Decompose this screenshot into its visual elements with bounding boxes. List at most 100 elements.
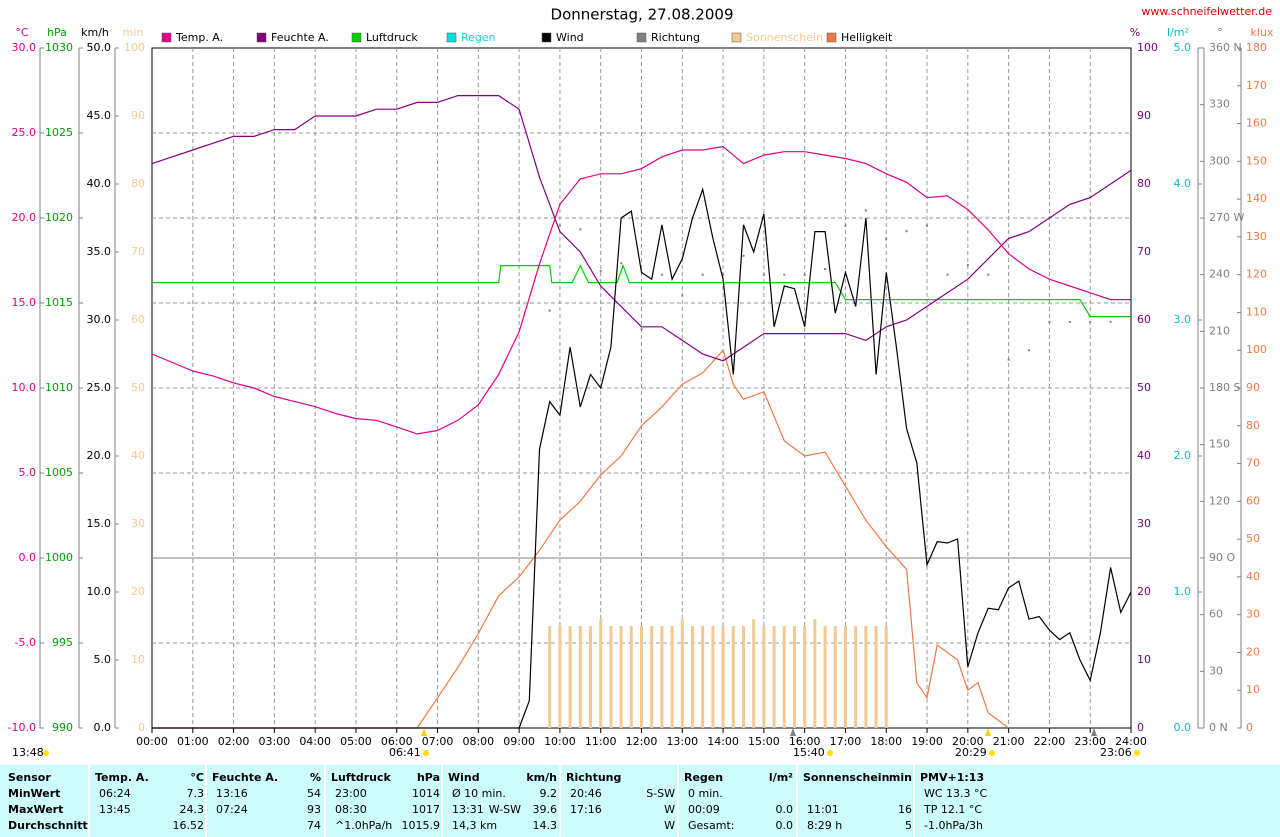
table-cell: 1015.9	[402, 819, 441, 832]
direction-dot	[1109, 320, 1112, 323]
y-tick-label: 30	[131, 517, 145, 530]
table-cell: 11:01	[807, 803, 839, 816]
y-tick-label: 0 N	[1209, 721, 1228, 734]
y-tick-label: 1015	[45, 296, 73, 309]
series-line	[151, 145, 1131, 435]
bar	[660, 626, 664, 728]
table-cell: 14,3 km	[452, 819, 497, 832]
direction-dot	[558, 224, 561, 227]
table-cell: 1017	[412, 803, 440, 816]
legend-swatch	[636, 32, 647, 43]
annotation: 06:41	[389, 746, 421, 759]
series-line	[152, 263, 1131, 318]
bar	[599, 619, 603, 728]
bar	[670, 626, 674, 728]
axis-unit: min	[123, 26, 144, 39]
series-line	[152, 349, 1009, 729]
y-tick-label: 15.0	[12, 296, 37, 309]
x-tick-label: 07:00	[422, 735, 454, 748]
legend-label: Temp. A.	[175, 31, 223, 44]
table-cell: 93	[307, 803, 321, 816]
x-tick-label: 05:00	[340, 735, 372, 748]
x-tick-label: 09:00	[503, 735, 535, 748]
direction-dot	[599, 269, 602, 272]
x-tick-label: 24:00	[1115, 735, 1147, 748]
x-tick-label: 22:00	[1034, 735, 1066, 748]
direction-dot	[966, 264, 969, 267]
y-tick-label: 1.0	[1174, 585, 1192, 598]
table-header: Temp. A.	[95, 771, 149, 784]
x-tick-label: 19:00	[911, 735, 943, 748]
table-cell: MaxWert	[8, 803, 63, 816]
bar	[762, 626, 766, 728]
table-cell: 20:46	[570, 787, 602, 800]
axis-unit: %	[1130, 26, 1140, 39]
y-tick-label: 25.0	[87, 381, 112, 394]
y-tick-label: 30	[1209, 664, 1223, 677]
legend-swatch	[446, 32, 457, 43]
direction-dot	[885, 237, 888, 240]
axis-unit: hPa	[47, 26, 67, 39]
sun-icon	[423, 750, 429, 756]
bar	[741, 626, 745, 728]
axis-unit: klux	[1251, 26, 1274, 39]
table-cell: W	[664, 803, 675, 816]
annotation: 13:48	[12, 746, 44, 759]
y-tick-label: 300	[1209, 154, 1230, 167]
table-cell: W	[664, 819, 675, 832]
y-tick-label: 80	[131, 177, 145, 190]
direction-dot	[681, 294, 684, 297]
x-tick-label: 11:00	[585, 735, 617, 748]
y-tick-label: 5.0	[94, 653, 112, 666]
legend-label: Feuchte A.	[271, 31, 329, 44]
table-cell: 17:16	[570, 803, 602, 816]
direction-dot	[803, 273, 806, 276]
y-tick-label: 995	[52, 636, 73, 649]
y-tick-label: 10.0	[87, 585, 112, 598]
table-cell: 0 min.	[688, 787, 723, 800]
marker	[985, 728, 991, 736]
table-unit: l/m²	[769, 771, 793, 784]
bar	[721, 626, 725, 728]
y-tick-label: 240	[1209, 268, 1230, 281]
direction-dot	[742, 254, 745, 257]
y-tick-label: 70	[1137, 245, 1151, 258]
annotation: 15:40	[793, 746, 825, 759]
y-tick-label: 4.0	[1174, 177, 1192, 190]
table-header: Wind	[448, 771, 480, 784]
y-tick-label: 60	[1246, 494, 1260, 507]
table-cell: S-SW	[646, 787, 675, 800]
direction-dot	[926, 224, 929, 227]
direction-dot	[640, 328, 643, 331]
legend-label: Regen	[461, 31, 496, 44]
direction-dot	[864, 209, 867, 212]
direction-dot	[1089, 320, 1092, 323]
table-header: PMV+1:13	[920, 771, 984, 784]
y-tick-label: 1005	[45, 466, 73, 479]
table-cell: 1014	[412, 787, 440, 800]
bar	[731, 626, 735, 728]
direction-dot	[722, 273, 725, 276]
y-tick-label: 130	[1246, 230, 1267, 243]
direction-dot	[1068, 320, 1071, 323]
y-tick-label: 25.0	[12, 126, 37, 139]
direction-dot	[1028, 349, 1031, 352]
table-cell: 13:31	[452, 803, 484, 816]
x-tick-label: 14:00	[707, 735, 739, 748]
direction-dot	[762, 273, 765, 276]
x-tick-label: 23:00	[1074, 735, 1106, 748]
y-tick-label: 60	[1137, 313, 1151, 326]
y-tick-label: 60	[1209, 608, 1223, 621]
annotation: 20:29	[955, 746, 987, 759]
bar	[619, 626, 623, 728]
y-tick-label: 1025	[45, 126, 73, 139]
y-tick-label: 120	[1246, 268, 1267, 281]
table-unit: hPa	[417, 771, 440, 784]
legend-swatch	[826, 32, 837, 43]
y-tick-label: 10	[1137, 653, 1151, 666]
y-tick-label: 140	[1246, 192, 1267, 205]
y-tick-label: 1010	[45, 381, 73, 394]
table-cell: 7.3	[187, 787, 205, 800]
y-tick-label: 1020	[45, 211, 73, 224]
